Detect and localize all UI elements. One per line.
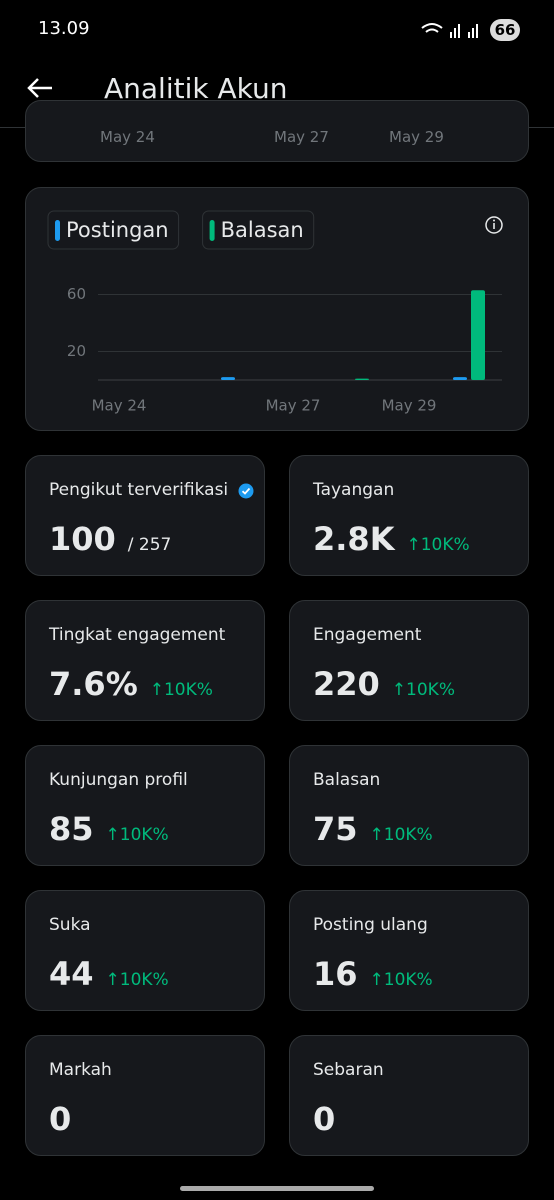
stat-row: 44 ↑10K% (49, 955, 169, 993)
home-indicator (180, 1186, 374, 1191)
stat-card: Tingkat engagement 7.6% ↑10K% (25, 600, 265, 721)
x-tick-label: May 24 (100, 128, 155, 146)
x-tick-label: May 27 (266, 397, 321, 415)
bar (453, 377, 467, 380)
stat-change: ↑10K% (105, 825, 169, 845)
stat-value: 0 (313, 1100, 336, 1138)
x-tick-label: May 27 (274, 128, 329, 146)
x-tick-label: May 29 (382, 397, 437, 415)
stat-value: 0 (49, 1100, 72, 1138)
stat-card: Pengikut terverifikasi 100 / 257 (25, 455, 265, 576)
stat-card: Sebaran 0 (289, 1035, 529, 1156)
stat-value: 7.6% (49, 665, 138, 703)
stat-value: 75 (313, 810, 358, 848)
stat-label: Markah (49, 1060, 112, 1080)
verified-badge (238, 483, 254, 499)
stat-card: Tayangan 2.8K ↑10K% (289, 455, 529, 576)
stat-label: Kunjungan profil (49, 770, 188, 790)
bar (471, 290, 485, 380)
stat-label: Pengikut terverifikasi (49, 480, 229, 500)
x-tick-label: May 24 (92, 397, 147, 415)
y-tick-label: 20 (67, 342, 86, 360)
stat-change: ↑10K% (391, 680, 455, 700)
stat-card: Engagement 220 ↑10K% (289, 600, 529, 721)
y-tick-label: 60 (67, 285, 86, 303)
stat-change: ↑10K% (105, 970, 169, 990)
stat-card: Balasan 75 ↑10K% (289, 745, 529, 866)
stat-row: 0 (49, 1100, 71, 1138)
previous-chart-card (25, 100, 529, 162)
stat-row: 75 ↑10K% (313, 810, 433, 848)
stat-value: 16 (313, 955, 358, 993)
stat-row: 0 (313, 1100, 335, 1138)
signal-icons (421, 23, 478, 38)
stat-change: ↑10K% (149, 680, 213, 700)
battery: 66 (490, 19, 520, 41)
stat-value: 100 (49, 520, 116, 558)
status-time: 13.09 (38, 18, 90, 39)
bar (221, 377, 235, 380)
stat-value: 85 (49, 810, 94, 848)
stat-row: 2.8K ↑10K% (313, 520, 470, 558)
stat-card: Suka 44 ↑10K% (25, 890, 265, 1011)
info-icon[interactable] (485, 216, 503, 234)
stat-change: ↑10K% (369, 825, 433, 845)
legend-swatch (55, 220, 60, 241)
stat-row: 100 / 257 (49, 520, 171, 558)
stat-row: 85 ↑10K% (49, 810, 169, 848)
bar (355, 378, 369, 380)
stat-card: Markah 0 (25, 1035, 265, 1156)
stat-row: 7.6% ↑10K% (49, 665, 213, 703)
legend-box (47, 210, 180, 250)
chart: Postingan Balasan 20 60 May 24 May 27 May 29 (47, 210, 503, 415)
chart-card (25, 187, 529, 431)
stat-change: ↑10K% (406, 535, 470, 555)
stat-value: 220 (313, 665, 380, 703)
stat-card: Posting ulang 16 ↑10K% (289, 890, 529, 1011)
stat-row: 16 ↑10K% (313, 955, 433, 993)
header-title: Analitik Akun (104, 72, 288, 105)
stat-label: Tayangan (313, 480, 395, 500)
stat-label: Suka (49, 915, 91, 935)
stat-change: ↑10K% (369, 970, 433, 990)
stat-value: 44 (49, 955, 94, 993)
stat-card: Kunjungan profil 85 ↑10K% (25, 745, 265, 866)
legend-swatch (209, 220, 215, 241)
back-button[interactable] (26, 76, 56, 100)
x-tick-label: May 29 (389, 128, 444, 146)
stat-row: 220 ↑10K% (313, 665, 455, 703)
legend-box (202, 210, 315, 250)
legend-label: Postingan (66, 218, 169, 242)
stat-total: / 257 (127, 535, 172, 555)
stat-label: Posting ulang (313, 915, 428, 935)
stat-label: Sebaran (313, 1060, 384, 1080)
stat-label: Balasan (313, 770, 381, 790)
legend-label: Balasan (221, 218, 304, 242)
stat-label: Engagement (313, 625, 422, 645)
stat-label: Tingkat engagement (49, 625, 226, 645)
stat-value: 2.8K (313, 520, 395, 558)
